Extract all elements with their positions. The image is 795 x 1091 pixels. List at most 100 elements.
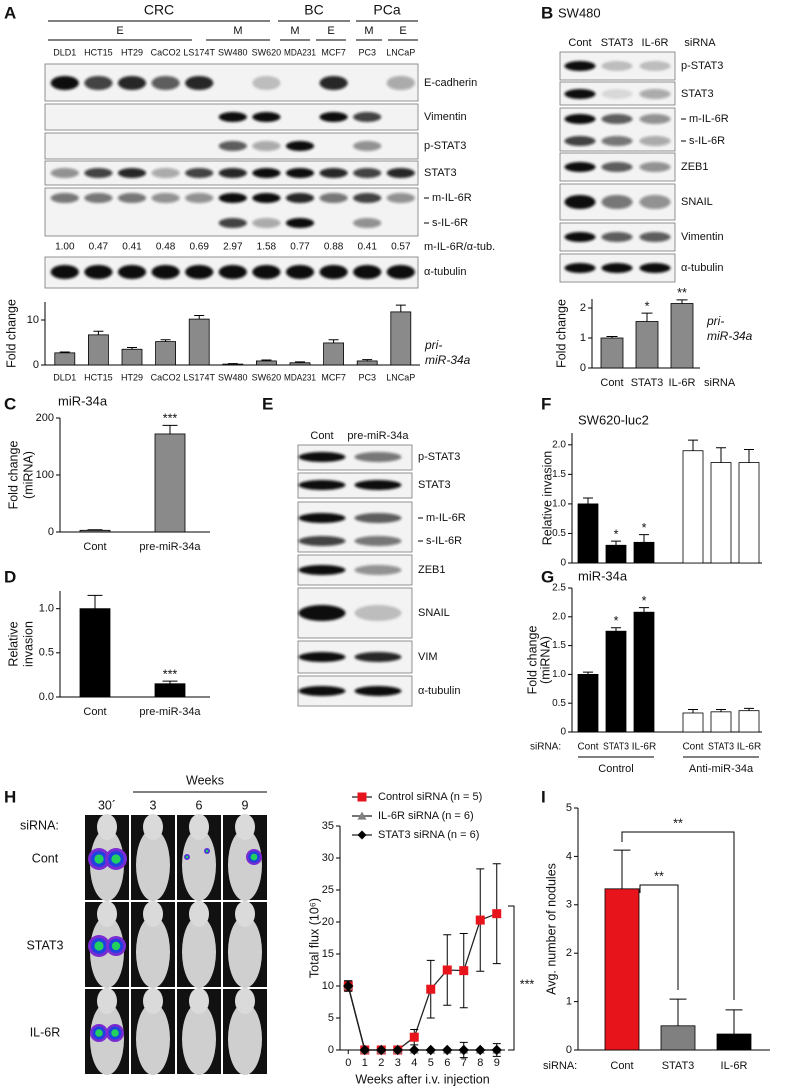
signal <box>111 1029 119 1037</box>
series-line <box>347 913 497 1051</box>
blot-row-label: α-tubulin <box>424 266 466 278</box>
x-tick-label: LS174T <box>183 372 215 382</box>
y-tick-label: 35 <box>322 820 334 832</box>
legend-label: STAT3 siRNA (n = 6) <box>378 829 479 841</box>
bar <box>682 712 704 733</box>
mouse-head <box>189 814 209 840</box>
x-tick-label: IL-6R <box>737 742 761 753</box>
blot-row-label: α-tubulin <box>418 685 460 697</box>
bar <box>154 433 186 533</box>
quantification: 0.47 <box>89 242 109 253</box>
marker <box>425 1044 436 1056</box>
signal <box>185 855 189 859</box>
blot-row-label: Vimentin <box>681 231 724 243</box>
x-tick-label: IL-6R <box>721 1060 748 1072</box>
cell-type: BC <box>304 2 323 18</box>
y-tick-label: 0 <box>48 526 54 538</box>
x-tick-label: 7 <box>461 1057 467 1069</box>
quantification: 0.48 <box>156 242 176 253</box>
x-tick-label: 2 <box>378 1057 384 1069</box>
legend-marker <box>357 830 367 840</box>
blot-row-label: E-cadherin <box>424 77 477 89</box>
band <box>84 265 113 279</box>
marker <box>392 1044 403 1056</box>
band <box>285 141 315 151</box>
bar <box>323 342 345 366</box>
series-label: miR-34a <box>707 329 753 343</box>
bar <box>154 683 186 698</box>
y-tick-label: 15 <box>322 948 334 960</box>
significance: * <box>614 527 619 541</box>
mouse <box>136 829 170 901</box>
bar <box>660 1025 696 1051</box>
mouse <box>136 1003 170 1075</box>
signal <box>205 849 209 853</box>
x-tick-label: STAT3 <box>603 742 629 753</box>
mouse-head <box>189 988 209 1014</box>
band <box>252 168 281 178</box>
blot-row-label: p-STAT3 <box>418 451 460 463</box>
panel-label: A <box>4 3 16 22</box>
y-axis-label: (miRNA) <box>21 451 35 499</box>
y-tick-label: 1 <box>566 996 572 1008</box>
y-tick-label: 2.0 <box>552 439 566 450</box>
mouse <box>136 916 170 988</box>
bar <box>356 360 378 366</box>
bar <box>605 544 627 564</box>
band <box>639 232 671 242</box>
blot-row-label: STAT3 <box>418 479 451 491</box>
band <box>218 193 247 203</box>
y-tick-label: 0 <box>560 727 566 738</box>
row-label: IL-6R <box>30 1025 61 1039</box>
band <box>639 89 671 99</box>
phenotype: E <box>399 25 406 37</box>
bar <box>604 888 640 1051</box>
x-tick-label: PC3 <box>358 372 376 382</box>
band <box>151 265 180 279</box>
blot-row-label: s-IL-6R <box>426 535 462 547</box>
error-bar <box>669 998 687 1026</box>
bar <box>605 630 627 733</box>
mouse <box>228 916 262 988</box>
row-label: Cont <box>32 851 59 865</box>
blot-row-label: STAT3 <box>424 167 457 179</box>
y-tick-label: 0 <box>560 558 566 569</box>
band <box>50 76 79 90</box>
lane-label: LS174T <box>183 47 215 57</box>
band <box>319 76 348 90</box>
band <box>285 168 315 178</box>
band <box>353 168 382 178</box>
blot-row-label: p-STAT3 <box>424 140 466 152</box>
error-bar <box>127 346 137 350</box>
band <box>354 686 402 696</box>
marker <box>359 1044 370 1056</box>
bar <box>716 1033 752 1051</box>
band <box>117 168 147 178</box>
x-tick-label: 0 <box>345 1057 351 1069</box>
blot-row-label: SNAIL <box>681 196 713 208</box>
mouse <box>182 916 216 988</box>
x-tick-label: STAT3 <box>708 742 734 753</box>
lane-label: SW480 <box>218 47 248 57</box>
band <box>353 141 382 151</box>
band <box>639 162 671 172</box>
band <box>601 195 633 209</box>
bar <box>577 674 599 733</box>
band <box>218 218 247 228</box>
chart-title: miR-34a <box>578 568 628 583</box>
lane-label: HCT15 <box>84 47 113 57</box>
x-tick-label: HCT15 <box>84 372 113 382</box>
band <box>252 76 281 90</box>
group-label: Anti-miR-34a <box>689 763 754 775</box>
error-bar <box>328 339 339 343</box>
chart-title: miR-34a <box>58 393 108 408</box>
mouse-head <box>235 988 255 1014</box>
legend-label: IL-6R siRNA (n = 6) <box>378 810 474 822</box>
blot-row-label: SNAIL <box>418 607 450 619</box>
band <box>298 605 346 621</box>
y-axis-label: Fold change <box>4 299 18 368</box>
blot-row-label: m-IL-6R <box>426 512 466 524</box>
error-bar <box>162 680 178 684</box>
mouse-head <box>189 901 209 927</box>
mouse <box>228 1003 262 1075</box>
